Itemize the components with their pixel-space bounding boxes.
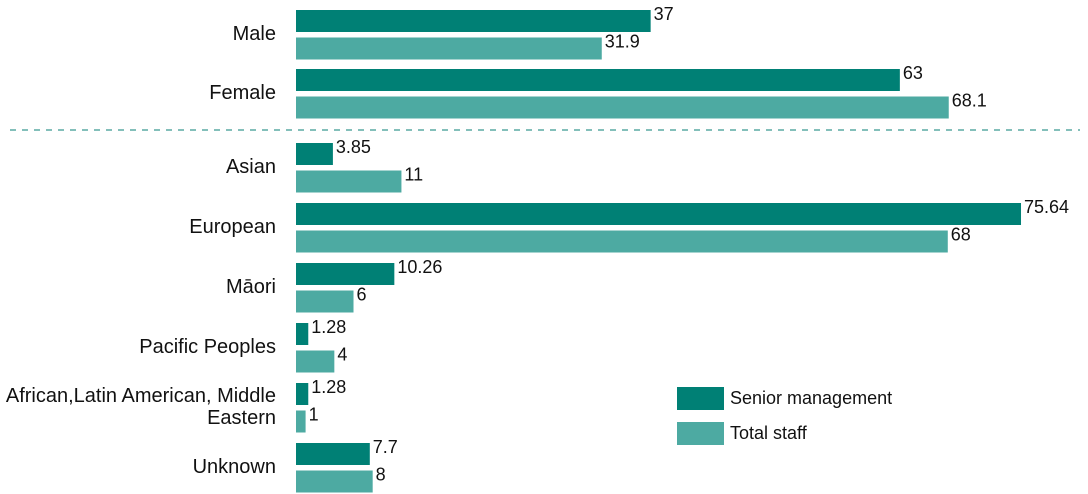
bar [296,350,335,373]
legend-label: Total staff [730,423,808,443]
bar [296,230,948,253]
value-label: 1.28 [311,377,346,397]
bar [296,96,949,119]
value-label: 1 [309,404,319,424]
value-label: 63 [903,63,923,83]
value-label: 10.26 [397,257,442,277]
bar [296,143,333,165]
value-label: 11 [404,164,423,184]
bar [296,203,1022,225]
bar [296,470,373,493]
bar [296,410,306,433]
category-label: Male [232,23,276,45]
legend-swatch [677,387,724,410]
value-label: 1.28 [311,317,346,337]
category-label: Asian [225,156,276,178]
category-label: Pacific Peoples [139,336,276,358]
value-label: 3.85 [336,137,371,157]
value-label: 8 [376,464,386,484]
value-label: 68 [951,224,971,244]
category-label: Unknown [192,456,276,478]
value-label: 6 [357,284,367,304]
bar [296,69,900,91]
category-label: African,Latin American, Middle Eastern [5,385,276,429]
bar [296,37,602,60]
bar [296,10,651,32]
value-label: 7.7 [373,437,398,457]
bar [296,263,395,285]
bar [296,170,402,193]
value-label: 4 [337,344,347,364]
category-label: European [189,216,276,238]
value-label: 68.1 [952,90,987,110]
category-label: Female [209,82,276,104]
legend-label: Senior management [730,388,892,408]
bar [296,323,309,345]
legend-swatch [677,422,724,445]
value-label: 31.9 [605,31,640,51]
bar [296,443,370,465]
bar [296,383,309,405]
category-label: Māori [225,276,276,298]
value-label: 37 [654,4,674,24]
bar [296,290,354,313]
value-label: 75.64 [1024,197,1069,217]
